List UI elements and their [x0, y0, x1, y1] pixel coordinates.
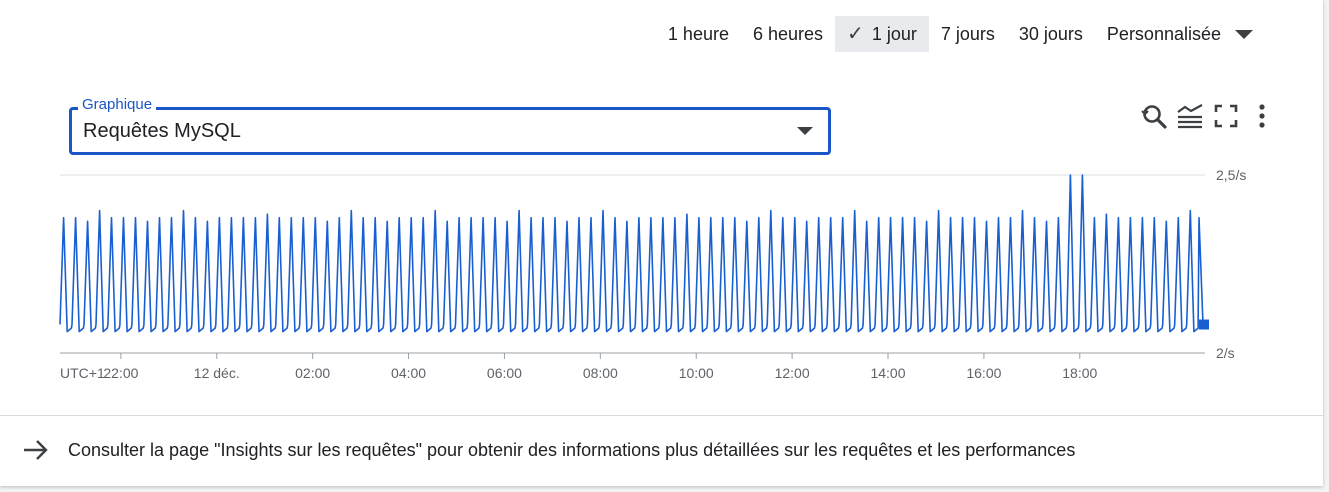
zoom-reset-icon	[1141, 105, 1167, 129]
fullscreen-icon	[1214, 104, 1238, 128]
chart-select-value: Requêtes MySQL	[83, 120, 241, 142]
last-point-marker	[1199, 319, 1209, 330]
x-tick-label: 18:00	[1062, 365, 1097, 381]
range-1-day-label: 1 jour	[871, 24, 917, 44]
x-tick-label: UTC+1	[60, 365, 105, 381]
more-vert-icon	[1259, 104, 1265, 128]
y-tick-label: 2,5/s	[1216, 167, 1246, 183]
legend-icon	[1177, 104, 1203, 129]
x-tick-label: 08:00	[583, 365, 618, 381]
x-tick-label: 22:00	[103, 365, 138, 381]
chart-select[interactable]	[69, 107, 831, 155]
range-1-day[interactable]: ✓ 1 jour	[835, 16, 929, 52]
x-tick-label: 14:00	[870, 365, 905, 381]
x-tick-label: 06:00	[487, 365, 522, 381]
range-1-hour[interactable]: 1 heure	[667, 24, 729, 44]
more-options-button[interactable]	[1246, 100, 1278, 132]
arrow-forward-icon	[24, 440, 48, 460]
legend-toggle-button[interactable]	[1174, 100, 1206, 132]
range-custom-dropdown[interactable]: Personnalisée	[1095, 16, 1265, 52]
chart-select-label: Graphique	[78, 96, 157, 114]
x-tick-label: 12 déc.	[194, 365, 240, 381]
time-range-selector: 1 heure 6 heures ✓ 1 jour 7 jours 30 jou…	[656, 16, 1265, 52]
mysql-queries-chart[interactable]: 2,5/s 2/s UTC+122:00 12 déc. 02:00 04:00 06:00…	[0, 160, 1323, 385]
range-30-days[interactable]: 30 jours	[1018, 24, 1083, 44]
y-tick-label: 2/s	[1216, 345, 1235, 361]
range-7-days[interactable]: 7 jours	[940, 24, 995, 44]
range-6-hours[interactable]: 6 heures	[752, 24, 824, 44]
fullscreen-button[interactable]	[1210, 100, 1242, 132]
x-tick-label: 12:00	[775, 365, 810, 381]
query-insights-link[interactable]: Consulter la page "Insights sur les requ…	[22, 438, 1075, 462]
zoom-reset-button[interactable]	[1138, 100, 1170, 132]
x-tick-label: 16:00	[966, 365, 1001, 381]
check-icon: ✓	[847, 23, 864, 45]
series-line	[59, 174, 1204, 333]
range-custom-label: Personnalisée	[1106, 24, 1221, 44]
x-tick-label: 02:00	[295, 365, 330, 381]
x-tick-label: 10:00	[679, 365, 714, 381]
chart-select-caret-icon	[797, 127, 813, 135]
query-insights-text: Consulter la page "Insights sur les requ…	[68, 439, 1076, 460]
divider	[0, 415, 1323, 416]
x-tick-label: 04:00	[391, 365, 426, 381]
arrow-drop-down-icon	[1235, 29, 1253, 39]
